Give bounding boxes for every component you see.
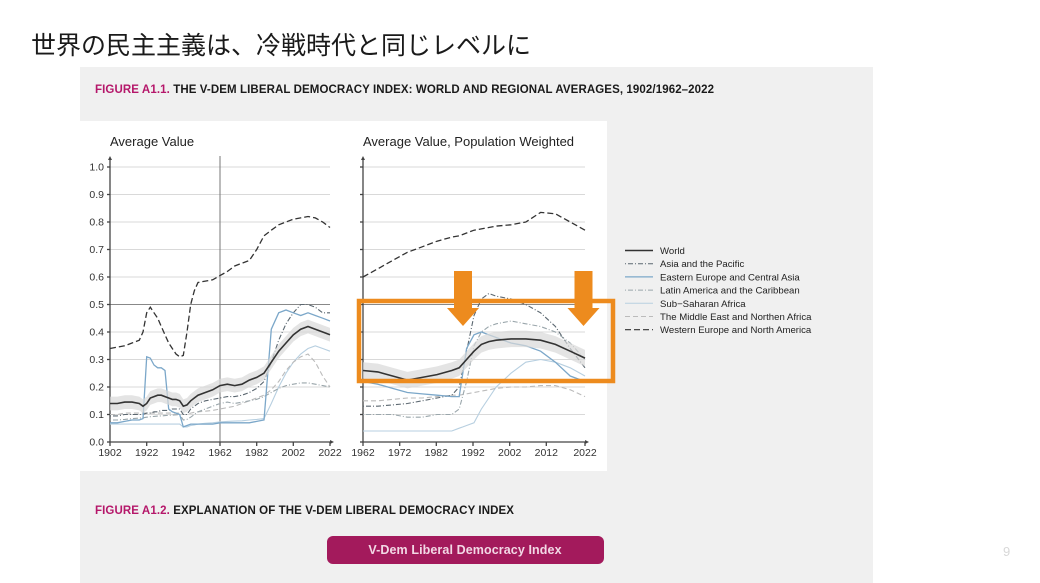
svg-text:Average Value: Average Value xyxy=(110,134,194,149)
svg-text:Average Value, Population Weig: Average Value, Population Weighted xyxy=(363,134,574,149)
svg-text:2002: 2002 xyxy=(498,447,522,459)
svg-text:1972: 1972 xyxy=(388,447,412,459)
svg-text:1992: 1992 xyxy=(461,447,485,459)
svg-text:0.5: 0.5 xyxy=(89,299,104,311)
svg-text:2022: 2022 xyxy=(573,447,597,459)
svg-text:1942: 1942 xyxy=(172,447,196,459)
svg-text:2002: 2002 xyxy=(282,447,306,459)
svg-text:1.0: 1.0 xyxy=(89,162,104,174)
svg-text:0.3: 0.3 xyxy=(89,354,104,366)
svg-text:Asia and the Pacific: Asia and the Pacific xyxy=(660,259,744,270)
svg-text:The Middle East and Northen Af: The Middle East and Northen Africa xyxy=(660,312,812,323)
svg-text:Sub−Saharan Africa: Sub−Saharan Africa xyxy=(660,299,746,310)
svg-text:1982: 1982 xyxy=(245,447,269,459)
svg-text:2012: 2012 xyxy=(535,447,559,459)
svg-text:0.6: 0.6 xyxy=(89,272,104,284)
svg-text:0.7: 0.7 xyxy=(89,244,104,256)
svg-text:Eastern Europe and Central Asi: Eastern Europe and Central Asia xyxy=(660,272,800,283)
svg-text:0.1: 0.1 xyxy=(89,409,104,421)
svg-text:1962: 1962 xyxy=(208,447,232,459)
svg-text:Latin America and the Caribbea: Latin America and the Caribbean xyxy=(660,286,800,297)
svg-text:World: World xyxy=(660,246,685,257)
svg-text:0.2: 0.2 xyxy=(89,382,104,394)
svg-text:0.9: 0.9 xyxy=(89,189,104,201)
svg-text:1902: 1902 xyxy=(98,447,122,459)
svg-text:0.8: 0.8 xyxy=(89,217,104,229)
svg-text:2022: 2022 xyxy=(318,447,342,459)
svg-text:0.4: 0.4 xyxy=(89,327,104,339)
svg-text:1982: 1982 xyxy=(425,447,449,459)
svg-text:1922: 1922 xyxy=(135,447,159,459)
svg-text:1962: 1962 xyxy=(351,447,375,459)
svg-text:Western Europe and North Ameri: Western Europe and North America xyxy=(660,325,812,336)
